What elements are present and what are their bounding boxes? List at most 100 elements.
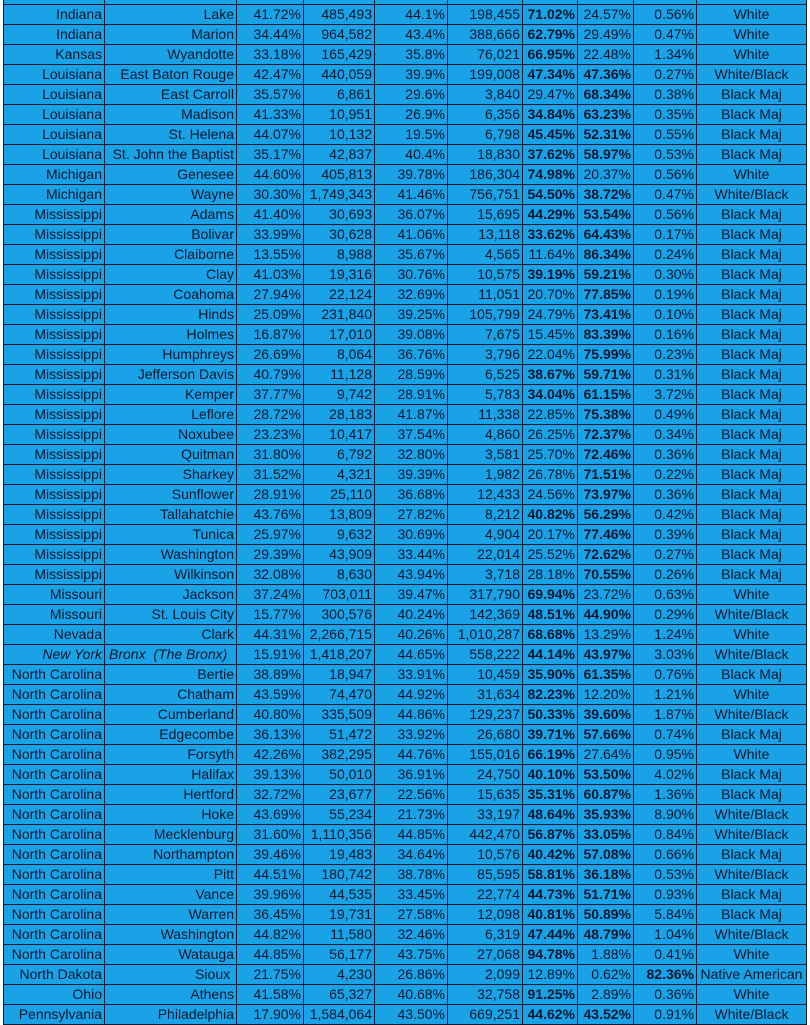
pct-cell-2[interactable]: 39.25% <box>374 304 448 325</box>
county-cell[interactable]: Sioux <box>104 964 237 985</box>
county-cell[interactable]: Leflore <box>104 404 237 425</box>
pct-cell-2[interactable]: 44.92% <box>374 684 448 705</box>
other-pct-cell[interactable]: 0.29% <box>633 604 697 625</box>
pct-cell-2[interactable]: 33.92% <box>374 724 448 745</box>
white-pct-cell[interactable]: 20.17% <box>522 524 578 545</box>
other-pct-cell[interactable]: 0.56% <box>633 204 697 225</box>
county-cell[interactable]: Wilkinson <box>104 564 237 585</box>
count-cell-1[interactable]: 405,813 <box>303 164 375 185</box>
other-pct-cell[interactable]: 1.36% <box>633 784 697 805</box>
count-cell-2[interactable]: 6,798 <box>447 124 523 145</box>
county-cell[interactable]: St. John the Baptist <box>104 144 237 165</box>
pct-cell-2[interactable]: 30.76% <box>374 264 448 285</box>
county-cell[interactable]: Tallahatchie <box>104 504 237 525</box>
pct-cell-2[interactable]: 41.46% <box>374 184 448 205</box>
county-cell[interactable]: Bertie <box>104 664 237 685</box>
pct-cell-1[interactable]: 33.99% <box>236 224 304 245</box>
white-pct-cell[interactable]: 62.79% <box>522 24 578 45</box>
black-pct-cell[interactable]: 68.34% <box>577 84 634 105</box>
pct-cell-1[interactable]: 39.96% <box>236 884 304 905</box>
county-cell[interactable]: Watauga <box>104 944 237 965</box>
majority-type-cell[interactable]: White <box>696 624 807 645</box>
pct-cell-2[interactable]: 33.91% <box>374 664 448 685</box>
majority-type-cell[interactable]: White <box>696 164 807 185</box>
pct-cell-1[interactable]: 31.52% <box>236 464 304 485</box>
county-cell[interactable]: Hinds <box>104 304 237 325</box>
county-cell[interactable]: Humphreys <box>104 344 237 365</box>
majority-type-cell[interactable]: Black Maj <box>696 404 807 425</box>
other-pct-cell[interactable]: 0.35% <box>633 104 697 125</box>
black-pct-cell[interactable]: 64.43% <box>577 224 634 245</box>
county-cell[interactable]: Washington <box>104 924 237 945</box>
count-cell-2[interactable]: 186,304 <box>447 164 523 185</box>
state-cell[interactable]: North Carolina <box>3 804 105 825</box>
other-pct-cell[interactable]: 0.27% <box>633 64 697 85</box>
count-cell-1[interactable]: 231,840 <box>303 304 375 325</box>
other-pct-cell[interactable]: 0.91% <box>633 1004 697 1025</box>
majority-type-cell[interactable]: White/Black <box>696 864 807 885</box>
count-cell-2[interactable]: 442,470 <box>447 824 523 845</box>
pct-cell-2[interactable]: 39.9% <box>374 64 448 85</box>
state-cell[interactable]: Louisiana <box>3 144 105 165</box>
count-cell-1[interactable]: 10,951 <box>303 104 375 125</box>
other-pct-cell[interactable]: 0.36% <box>633 484 697 505</box>
count-cell-1[interactable]: 1,749,343 <box>303 184 375 205</box>
pct-cell-2[interactable]: 35.67% <box>374 244 448 265</box>
state-cell[interactable]: Mississippi <box>3 304 105 325</box>
black-pct-cell[interactable]: 0.62% <box>577 964 634 985</box>
pct-cell-1[interactable]: 41.72% <box>236 4 304 25</box>
majority-type-cell[interactable]: Black Maj <box>696 664 807 685</box>
majority-type-cell[interactable]: Black Maj <box>696 384 807 405</box>
county-cell[interactable]: Bolivar <box>104 224 237 245</box>
count-cell-1[interactable]: 19,731 <box>303 904 375 925</box>
county-cell[interactable]: Forsyth <box>104 744 237 765</box>
black-pct-cell[interactable]: 60.87% <box>577 784 634 805</box>
black-pct-cell[interactable]: 72.37% <box>577 424 634 445</box>
other-pct-cell[interactable]: 8.90% <box>633 804 697 825</box>
pct-cell-1[interactable]: 43.59% <box>236 684 304 705</box>
white-pct-cell[interactable]: 40.10% <box>522 764 578 785</box>
count-cell-2[interactable]: 76,021 <box>447 44 523 65</box>
other-pct-cell[interactable]: 5.84% <box>633 904 697 925</box>
majority-type-cell[interactable]: White <box>696 24 807 45</box>
pct-cell-2[interactable]: 39.78% <box>374 164 448 185</box>
black-pct-cell[interactable]: 2.89% <box>577 984 634 1005</box>
other-pct-cell[interactable]: 1.04% <box>633 924 697 945</box>
other-pct-cell[interactable]: 0.42% <box>633 504 697 525</box>
county-cell[interactable]: Washington <box>104 544 237 565</box>
majority-type-cell[interactable]: Black Maj <box>696 304 807 325</box>
state-cell[interactable]: Indiana <box>3 24 105 45</box>
other-pct-cell[interactable]: 0.74% <box>633 724 697 745</box>
state-cell[interactable]: Mississippi <box>3 524 105 545</box>
other-pct-cell[interactable]: 0.53% <box>633 144 697 165</box>
count-cell-2[interactable]: 6,356 <box>447 104 523 125</box>
pct-cell-1[interactable]: 32.08% <box>236 564 304 585</box>
black-pct-cell[interactable]: 61.35% <box>577 664 634 685</box>
white-pct-cell[interactable]: 40.42% <box>522 844 578 865</box>
other-pct-cell[interactable]: 0.17% <box>633 224 697 245</box>
count-cell-1[interactable]: 42,837 <box>303 144 375 165</box>
majority-type-cell[interactable]: Black Maj <box>696 884 807 905</box>
state-cell[interactable]: Mississippi <box>3 244 105 265</box>
count-cell-1[interactable]: 703,011 <box>303 584 375 605</box>
white-pct-cell[interactable]: 69.94% <box>522 584 578 605</box>
count-cell-1[interactable]: 4,230 <box>303 964 375 985</box>
county-cell[interactable]: Clay <box>104 264 237 285</box>
pct-cell-2[interactable]: 30.69% <box>374 524 448 545</box>
count-cell-1[interactable]: 1,584,064 <box>303 1004 375 1025</box>
white-pct-cell[interactable]: 71.02% <box>522 4 578 25</box>
black-pct-cell[interactable]: 50.89% <box>577 904 634 925</box>
pct-cell-2[interactable]: 44.85% <box>374 824 448 845</box>
other-pct-cell[interactable]: 0.24% <box>633 244 697 265</box>
county-cell[interactable]: Halifax <box>104 764 237 785</box>
count-cell-2[interactable]: 26,680 <box>447 724 523 745</box>
count-cell-1[interactable]: 19,316 <box>303 264 375 285</box>
county-cell[interactable]: Coahoma <box>104 284 237 305</box>
majority-type-cell[interactable]: Black Maj <box>696 264 807 285</box>
state-cell[interactable]: Missouri <box>3 604 105 625</box>
other-pct-cell[interactable]: 1.34% <box>633 44 697 65</box>
white-pct-cell[interactable]: 44.62% <box>522 1004 578 1025</box>
count-cell-2[interactable]: 6,319 <box>447 924 523 945</box>
county-cell[interactable]: St. Helena <box>104 124 237 145</box>
state-cell[interactable]: Mississippi <box>3 264 105 285</box>
